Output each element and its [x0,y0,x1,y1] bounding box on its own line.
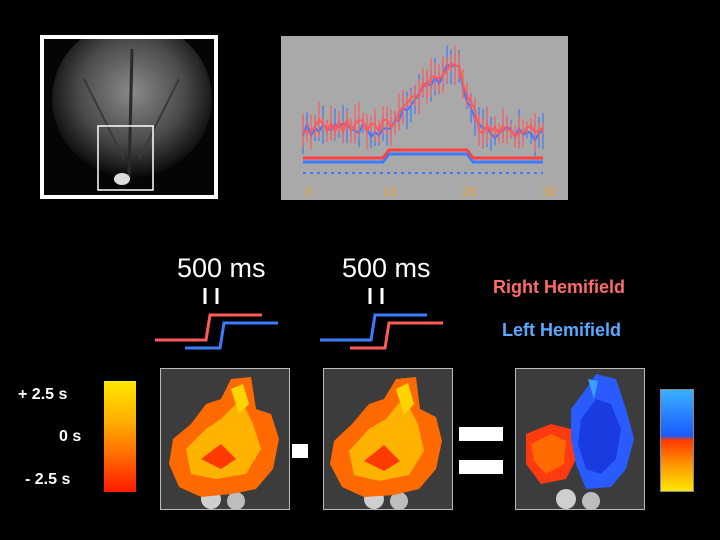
activation-map-first [160,368,290,510]
timecourse-svg [302,45,544,174]
left-hemifield-label: Left Hemifield [502,320,622,340]
right-hemifield-step [350,321,443,350]
x-tick-10: 10 [382,184,397,199]
anatomical-brain-image [40,21,218,199]
x-tick-30: 30 [542,184,557,199]
duration-label-second: 500 ms [342,253,431,283]
right-hemifield-step [155,313,262,342]
x-tick-20: 20 [462,184,477,199]
stimulus-timing-diagram-first [155,288,278,350]
minus-sign [292,444,308,458]
timecourse-plot [281,36,568,200]
stimulus-trace-right [303,148,543,160]
phase-colorbar [104,381,136,492]
response-line [302,62,544,139]
stimulus-trace-left [303,152,543,164]
activation-map-second [323,368,453,510]
right-hemifield-response-trace [302,46,544,153]
difference-colorbar [660,389,694,492]
brain-slice-svg [52,21,212,191]
stimulus-timing-diagram-second [320,288,443,350]
x-tick-0: 0 [305,184,313,199]
colorbar-top-label: + 2.5 s [18,386,68,403]
colorbar-bottom-label: - 2.5 s [25,471,71,488]
duration-label-first: 500 ms [177,253,266,283]
activation-map-difference [515,368,645,510]
equals-sign [459,427,503,475]
roi-box [97,125,154,191]
left-hemifield-step [185,321,278,350]
colorbar-mid-label: 0 s [59,428,82,445]
left-hemifield-step [320,313,427,342]
right-hemifield-label: Right Hemifield [493,277,626,297]
